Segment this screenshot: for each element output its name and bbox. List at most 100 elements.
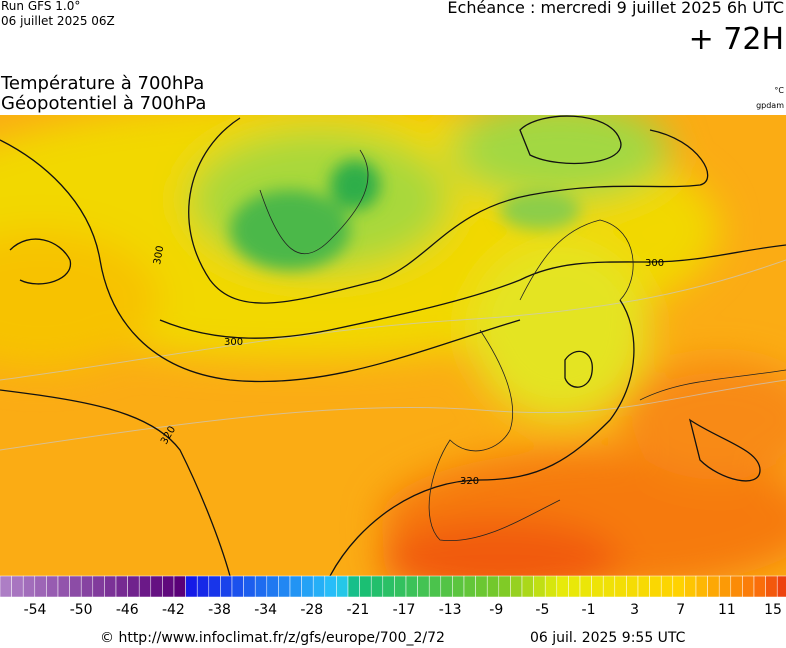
color-swatch [417,575,430,598]
color-swatch [521,575,534,598]
color-swatch [185,575,198,598]
color-swatch [278,575,291,598]
color-swatch [568,575,581,598]
color-swatch [498,575,511,598]
color-swatch [336,575,349,598]
color-swatch [579,575,592,598]
color-swatch [533,575,546,598]
color-swatch [220,575,233,598]
colorbar-label: -38 [208,602,231,618]
colorbar-label: -42 [162,602,185,618]
color-swatch [544,575,558,598]
color-swatch [707,575,720,598]
footer-source: © http://www.infoclimat.fr/z/gfs/europe/… [100,630,445,646]
color-swatch [69,575,82,598]
colorbar-label: 15 [764,602,782,618]
color-swatch [626,575,639,598]
color-swatch [591,575,604,598]
title: Température à 700hPa [0,73,204,94]
color-swatch [34,575,47,598]
color-swatch [452,575,465,598]
map: 300 300 300 320 320 [0,115,786,576]
color-swatch [80,575,94,598]
colorbar-label: -1 [582,602,596,618]
color-swatch [614,575,627,598]
color-swatch [394,575,407,598]
color-swatch [0,575,12,598]
color-swatch [22,575,36,598]
color-swatch [324,575,337,598]
color-swatch [359,575,372,598]
colorbar-label: -9 [489,602,503,618]
color-swatch [370,575,384,598]
contour-label: 300 [645,258,664,269]
color-swatch [718,575,732,598]
color-swatch [104,575,117,598]
color-swatch [742,575,755,598]
color-swatch [486,575,500,598]
color-swatch [475,575,488,598]
colorbar: -54 -50 -46 -42 -38 -34 -28 -21 -17 -13 -9 -5 -1 3 7 11… [0,575,786,618]
color-swatch [127,575,140,598]
colorbar-label: -28 [300,602,323,618]
colorbar-label: -21 [346,602,369,618]
color-swatch [695,575,708,598]
color-swatch [684,575,697,598]
colorbar-label: -13 [439,602,462,618]
color-swatch [289,575,302,598]
color-swatch [672,575,685,598]
color-swatch [776,575,786,598]
color-swatch [208,575,221,598]
colorbar-label: -46 [116,602,139,618]
color-swatch [301,575,314,598]
color-swatch [649,575,662,598]
color-swatch [602,575,616,598]
color-swatch [440,575,453,598]
title: Géopotentiel à 700hPa [1,93,206,114]
color-swatch [150,575,163,598]
color-swatch [92,575,105,598]
color-swatch [173,575,186,598]
color-swatch [660,575,674,598]
colorbar-label: 11 [718,602,736,618]
unit: °C [774,86,784,95]
color-swatch [765,575,778,598]
colorbar-label: -50 [70,602,93,618]
contour-label: 300 [224,337,243,348]
lead-time: + 72H [689,22,784,57]
color-swatch [46,575,59,598]
color-swatch [730,575,743,598]
color-swatch [162,575,175,598]
color-swatch [312,575,326,598]
color-swatch [753,575,766,598]
color-swatch [57,575,70,598]
color-swatch [405,575,418,598]
color-swatch [243,575,256,598]
colorbar-label: -34 [254,602,277,618]
colorbar-label: 3 [630,602,639,618]
color-swatch [196,575,210,598]
color-swatch [254,575,268,598]
color-swatch [11,575,24,598]
color-swatch [510,575,523,598]
color-swatch [138,575,152,598]
forecast-time: Echéance : mercredi 9 juillet 2025 6h UT… [447,0,784,17]
color-swatch [556,575,569,598]
color-swatch [231,575,244,598]
unit: gpdam [756,101,784,110]
contour-label: 320 [460,476,479,487]
colorbar-label: -5 [535,602,549,618]
color-swatch [382,575,395,598]
colorbar-label: -54 [24,602,47,618]
color-swatch [637,575,650,598]
footer-timestamp: 06 juil. 2025 9:55 UTC [530,630,686,646]
color-swatch [347,575,360,598]
contour-label: 300 [152,245,166,266]
color-swatch [463,575,476,598]
colorbar-label: -17 [393,602,416,618]
run-label: Run GFS 1.0° [1,0,80,13]
color-swatch [115,575,128,598]
color-swatch [428,575,442,598]
run-date: 06 juillet 2025 06Z [1,14,115,28]
